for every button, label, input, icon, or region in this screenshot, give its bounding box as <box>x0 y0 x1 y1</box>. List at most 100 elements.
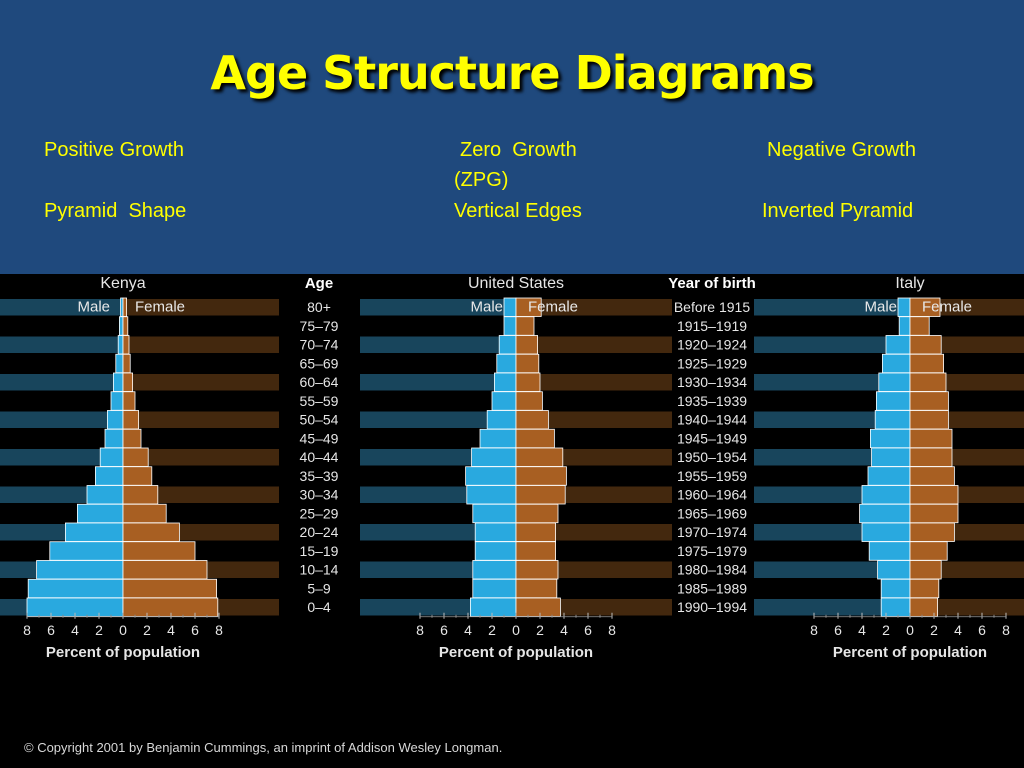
female-label-2: Female <box>922 299 972 316</box>
tick-label-2-7: 6 <box>978 622 986 638</box>
tick-label-0-8: 8 <box>215 622 223 638</box>
band-male-2-16 <box>754 599 910 616</box>
tick-label-2-0: 8 <box>810 622 818 638</box>
tick-label-2-1: 6 <box>834 622 842 638</box>
bar-male-0-10 <box>86 485 124 505</box>
tick-label-2-2: 4 <box>858 622 866 638</box>
tick-label-1-7: 6 <box>584 622 592 638</box>
birth-year-label-11: 1965–1969 <box>677 505 747 521</box>
band-male-0-0 <box>0 299 123 316</box>
bar-female-1-5 <box>515 391 543 411</box>
band-female-1-6 <box>516 411 672 428</box>
bar-male-1-3 <box>496 353 517 374</box>
bar-male-2-9 <box>867 466 911 486</box>
bar-male-0-3 <box>115 353 124 374</box>
band-male-0-2 <box>0 336 123 353</box>
caption-negative-growth: Negative Growth <box>767 139 916 161</box>
age-header: Age <box>305 275 333 292</box>
bar-male-2-14 <box>877 560 911 580</box>
bar-male-1-12 <box>474 522 517 542</box>
bar-male-1-9 <box>465 466 517 486</box>
tick-label-1-1: 6 <box>440 622 448 638</box>
bar-male-2-3 <box>882 353 911 374</box>
age-label-2: 70–74 <box>300 337 339 353</box>
bar-female-2-16 <box>909 597 939 617</box>
bar-male-1-7 <box>479 428 517 449</box>
bar-female-2-14 <box>909 560 942 580</box>
bar-female-0-10 <box>122 485 159 505</box>
bar-female-0-7 <box>122 428 142 449</box>
bar-female-2-12 <box>909 522 955 542</box>
tick-label-2-8: 8 <box>1002 622 1010 638</box>
bar-female-2-4 <box>909 372 947 392</box>
tick-label-0-4: 0 <box>119 622 127 638</box>
band-female-0-10 <box>123 486 279 503</box>
tick-label-1-8: 8 <box>608 622 616 638</box>
bar-male-1-4 <box>493 372 517 392</box>
band-female-0-8 <box>123 449 279 466</box>
birth-year-label-12: 1970–1974 <box>677 524 747 540</box>
birth-year-label-16: 1990–1994 <box>677 599 747 615</box>
x-axis-label-0: Percent of population <box>46 644 200 661</box>
band-male-0-8 <box>0 449 123 466</box>
x-axis-label-1: Percent of population <box>439 644 593 661</box>
band-male-1-4 <box>360 374 516 391</box>
age-label-10: 30–34 <box>300 487 339 503</box>
bar-female-0-9 <box>122 466 153 486</box>
bar-female-2-2 <box>909 335 942 355</box>
caption-positive-growth: Positive Growth <box>44 139 185 161</box>
female-label-0: Female <box>135 299 185 316</box>
bar-female-0-6 <box>122 410 140 430</box>
band-male-1-6 <box>360 411 516 428</box>
bar-female-1-10 <box>515 485 566 505</box>
bar-male-2-12 <box>861 522 911 542</box>
band-female-0-6 <box>123 411 279 428</box>
bar-male-0-6 <box>107 410 124 430</box>
age-label-6: 50–54 <box>300 412 339 428</box>
bar-male-0-2 <box>117 335 124 355</box>
bar-male-0-5 <box>110 391 124 411</box>
bar-male-0-4 <box>113 372 124 392</box>
male-label-0: Male <box>77 299 110 316</box>
age-label-3: 65–69 <box>300 355 339 371</box>
band-male-2-14 <box>754 561 910 578</box>
bar-male-1-6 <box>486 410 517 430</box>
age-label-7: 45–49 <box>300 430 339 446</box>
bar-male-1-10 <box>466 485 517 505</box>
birth-year-label-7: 1945–1949 <box>677 430 747 446</box>
bar-female-1-9 <box>515 466 567 486</box>
bar-male-1-2 <box>498 335 517 355</box>
tick-label-0-3: 2 <box>95 622 103 638</box>
bar-female-0-5 <box>122 391 136 411</box>
bar-male-2-2 <box>885 335 911 355</box>
bar-female-1-15 <box>515 578 558 599</box>
bar-female-0-1 <box>122 316 129 336</box>
birth-year-label-6: 1940–1944 <box>677 412 747 428</box>
bar-male-0-14 <box>36 560 124 580</box>
bar-female-1-13 <box>515 541 556 561</box>
bar-female-1-12 <box>515 522 556 542</box>
band-female-1-4 <box>516 374 672 391</box>
band-male-2-6 <box>754 411 910 428</box>
bar-male-1-15 <box>472 578 517 599</box>
age-label-0: 80+ <box>307 299 331 315</box>
bar-female-2-15 <box>909 578 940 599</box>
bar-female-0-16 <box>122 597 219 617</box>
birth-year-label-3: 1925–1929 <box>677 355 747 371</box>
age-label-12: 20–24 <box>300 524 339 540</box>
caption-zero-growth: Zero Growth <box>460 139 577 161</box>
age-label-16: 0–4 <box>307 599 331 615</box>
tick-label-0-1: 6 <box>47 622 55 638</box>
copyright-notice: © Copyright 2001 by Benjamin Cummings, a… <box>24 740 503 755</box>
tick-label-0-0: 8 <box>23 622 31 638</box>
age-label-13: 15–19 <box>300 543 339 559</box>
bar-male-2-4 <box>878 372 911 392</box>
caption-pyramid-shape: Pyramid Shape <box>44 200 187 222</box>
bar-male-0-8 <box>99 447 124 467</box>
male-label-2: Male <box>864 299 897 316</box>
birth-year-label-5: 1935–1939 <box>677 393 747 409</box>
tick-label-1-5: 2 <box>536 622 544 638</box>
bar-male-2-6 <box>874 410 911 430</box>
bar-male-2-13 <box>868 541 911 561</box>
